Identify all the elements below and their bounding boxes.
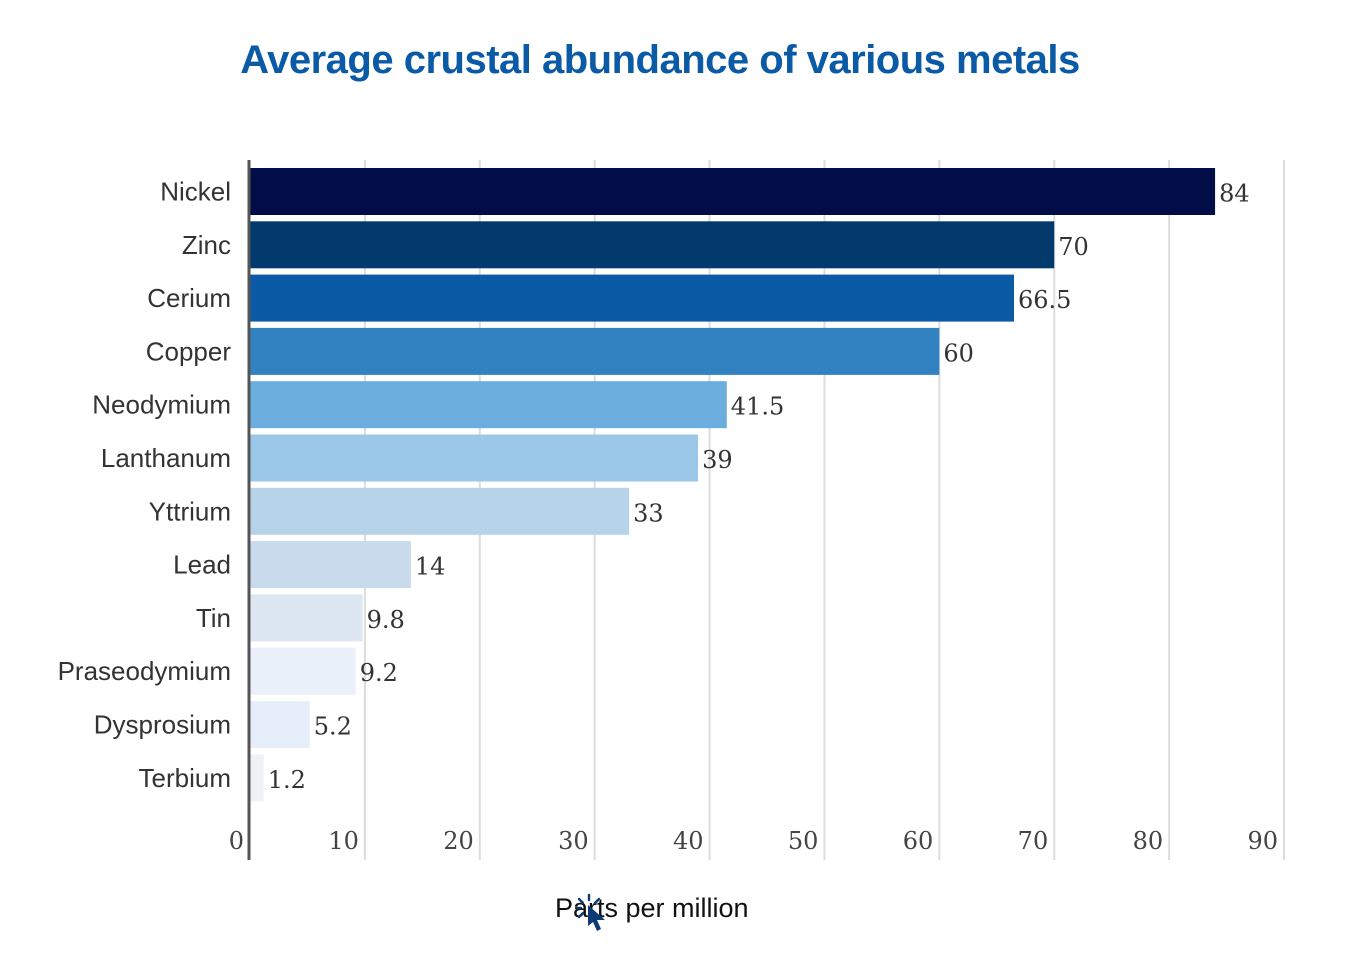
data-label: 5.2 [314,713,352,741]
bar-praseodymium [250,647,356,695]
bar-tin [250,594,363,642]
data-label: 33 [633,499,664,527]
bar-terbium [250,754,264,802]
y-tick-label: Terbium [139,763,231,793]
pointer-click-icon [575,893,605,931]
x-tick-label: 80 [1133,827,1164,855]
x-axis-label: Parts per million [555,893,749,923]
bar-yttrium [250,487,630,535]
data-label: 41.5 [731,393,784,421]
bar-lead [250,541,411,589]
y-tick-label: Lanthanum [101,443,231,473]
bar-cerium [250,274,1015,322]
bar-copper [250,327,940,375]
y-tick-label: Dysprosium [94,710,231,740]
y-tick-label: Copper [146,336,232,366]
bar-neodymium [250,381,727,429]
chart-title: Average crustal abundance of various met… [240,38,1080,82]
x-tick-label: 10 [328,827,359,855]
x-tick-label: 30 [558,827,589,855]
x-tick-label: 60 [903,827,934,855]
y-tick-label: Tin [196,603,231,633]
x-axis-label-group: Parts per million [555,893,749,931]
y-tick-label: Nickel [160,177,231,207]
data-label: 84 [1219,180,1250,208]
x-tick-label: 40 [673,827,704,855]
data-label: 14 [415,553,446,581]
bar-dysprosium [250,701,310,748]
y-tick-label: Yttrium [149,496,231,526]
data-label: 60 [943,339,974,367]
data-label: 39 [702,446,733,474]
y-tick-label: Praseodymium [58,656,231,686]
y-tick-label: Zinc [182,230,231,260]
bar-nickel [250,168,1216,215]
y-tick-label: Cerium [147,283,231,313]
x-tick-label: 70 [1018,827,1049,855]
x-tick-label: 0 [229,827,244,855]
x-tick-label: 90 [1247,827,1278,855]
data-label: 70 [1058,233,1089,261]
data-label: 9.8 [367,606,405,634]
x-tick-label: 50 [788,827,819,855]
bar-lanthanum [250,434,699,482]
data-label: 9.2 [360,659,398,687]
data-label: 66.5 [1018,286,1071,314]
x-tick-label: 20 [443,827,474,855]
data-label: 1.2 [268,766,306,794]
bar-zinc [250,221,1055,269]
y-tick-label: Neodymium [92,390,231,420]
y-tick-label: Lead [173,550,231,580]
